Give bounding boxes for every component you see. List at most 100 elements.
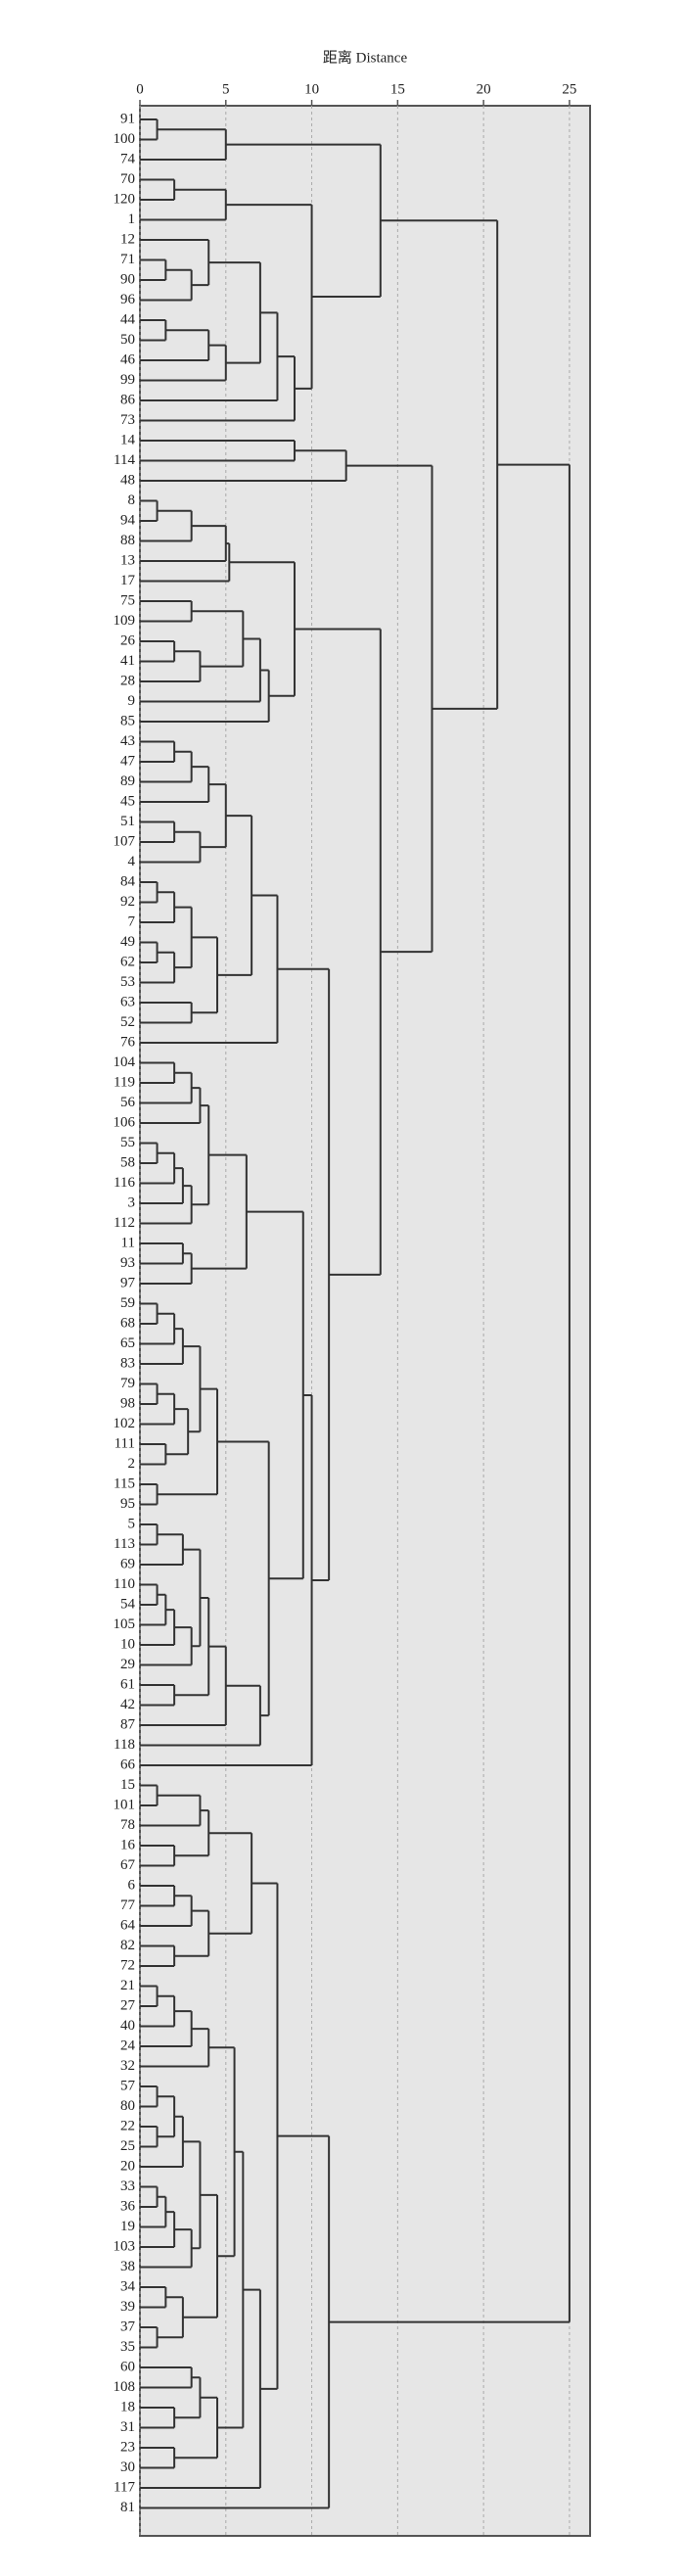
leaf-label: 106 bbox=[114, 1114, 136, 1130]
leaf-label: 103 bbox=[114, 2238, 136, 2254]
link bbox=[140, 344, 227, 382]
leaf-label: 78 bbox=[120, 1817, 135, 1833]
leaf-label: 3 bbox=[128, 1194, 136, 1210]
link bbox=[208, 1832, 253, 1935]
x-tick-label: 25 bbox=[562, 81, 576, 97]
link bbox=[140, 118, 159, 141]
leaf-label: 107 bbox=[114, 833, 136, 849]
leaf-label: 57 bbox=[120, 2078, 136, 2093]
leaf-label: 52 bbox=[120, 1014, 135, 1030]
link bbox=[182, 1345, 202, 1433]
link bbox=[157, 2296, 184, 2339]
leaf-label: 114 bbox=[114, 452, 135, 468]
link bbox=[140, 669, 270, 723]
leaf-label: 60 bbox=[120, 2359, 135, 2374]
leaf-label: 37 bbox=[120, 2318, 136, 2334]
link bbox=[140, 1583, 159, 1606]
leaf-label: 112 bbox=[114, 1215, 135, 1231]
leaf-label: 99 bbox=[120, 372, 135, 388]
leaf-label: 56 bbox=[120, 1095, 136, 1110]
leaf-label: 53 bbox=[120, 974, 135, 990]
leaf-label: 31 bbox=[120, 2419, 135, 2435]
leaf-label: 17 bbox=[120, 573, 136, 588]
leaf-label: 15 bbox=[120, 1777, 135, 1793]
leaf-label: 1 bbox=[128, 211, 136, 227]
leaf-label: 10 bbox=[120, 1636, 135, 1652]
leaf-label: 43 bbox=[120, 733, 135, 749]
leaf-label: 83 bbox=[120, 1355, 135, 1371]
leaf-label: 96 bbox=[120, 292, 136, 307]
leaf-label: 80 bbox=[120, 2098, 135, 2114]
leaf-label: 4 bbox=[128, 854, 136, 869]
leaf-label: 113 bbox=[114, 1536, 135, 1552]
leaf-label: 120 bbox=[114, 191, 136, 207]
leaf-label: 105 bbox=[114, 1616, 136, 1632]
leaf-label: 25 bbox=[120, 2138, 135, 2154]
link bbox=[140, 1523, 159, 1546]
leaf-label: 46 bbox=[120, 351, 136, 367]
leaf-label: 88 bbox=[120, 533, 135, 548]
leaf-label: 93 bbox=[120, 1255, 135, 1271]
leaf-label: 28 bbox=[120, 673, 135, 688]
leaf-label: 2 bbox=[128, 1456, 136, 1472]
leaf-label: 110 bbox=[114, 1576, 135, 1592]
leaf-label: 85 bbox=[120, 713, 135, 728]
leaf-label: 26 bbox=[120, 632, 136, 648]
leaf-label: 20 bbox=[120, 2158, 135, 2174]
leaf-label: 45 bbox=[120, 793, 135, 809]
leaf-label: 58 bbox=[120, 1154, 135, 1170]
leaf-label: 41 bbox=[120, 653, 135, 669]
leaf-label: 84 bbox=[120, 873, 136, 889]
link bbox=[174, 2376, 202, 2419]
leaf-label: 54 bbox=[120, 1596, 136, 1612]
link bbox=[200, 783, 227, 849]
leaf-label: 27 bbox=[120, 1997, 136, 2013]
link bbox=[140, 355, 297, 422]
link bbox=[140, 1382, 159, 1405]
leaf-label: 16 bbox=[120, 1837, 136, 1852]
leaf-label: 44 bbox=[120, 311, 136, 327]
link bbox=[140, 830, 202, 864]
link bbox=[329, 463, 571, 2323]
link bbox=[140, 1167, 184, 1204]
leaf-label: 8 bbox=[128, 492, 136, 508]
leaf-label: 115 bbox=[114, 1475, 135, 1491]
link bbox=[217, 1440, 270, 1717]
leaf-label: 69 bbox=[120, 1556, 135, 1571]
leaf-label: 5 bbox=[128, 1516, 136, 1531]
leaf-label: 75 bbox=[120, 592, 135, 608]
leaf-label: 104 bbox=[114, 1054, 136, 1070]
leaf-label: 40 bbox=[120, 2018, 135, 2034]
leaf-label: 101 bbox=[114, 1797, 136, 1812]
link bbox=[140, 941, 159, 963]
leaf-label: 29 bbox=[120, 1657, 135, 1672]
link bbox=[182, 2140, 202, 2250]
leaf-label: 30 bbox=[120, 2459, 135, 2475]
leaf-label: 50 bbox=[120, 332, 135, 348]
leaf-label: 23 bbox=[120, 2439, 135, 2455]
link bbox=[165, 1408, 190, 1456]
link bbox=[140, 128, 227, 161]
link bbox=[140, 1784, 159, 1806]
leaf-label: 24 bbox=[120, 2037, 136, 2053]
link bbox=[140, 1087, 202, 1124]
leaf-label: 81 bbox=[120, 2500, 135, 2515]
leaf-label: 18 bbox=[120, 2399, 135, 2414]
leaf-label: 42 bbox=[120, 1697, 135, 1712]
leaf-label: 39 bbox=[120, 2299, 135, 2315]
link bbox=[140, 1533, 184, 1566]
leaf-label: 68 bbox=[120, 1315, 135, 1331]
link bbox=[140, 650, 202, 682]
leaf-label: 11 bbox=[121, 1235, 135, 1250]
leaf-label: 108 bbox=[114, 2379, 136, 2395]
x-tick-label: 5 bbox=[222, 81, 230, 97]
leaf-label: 76 bbox=[120, 1034, 136, 1050]
leaf-label: 117 bbox=[114, 2479, 135, 2495]
leaf-label: 61 bbox=[120, 1676, 135, 1692]
link bbox=[140, 1794, 202, 1827]
x-tick-label: 10 bbox=[304, 81, 319, 97]
leaf-label: 92 bbox=[120, 894, 135, 910]
leaf-label: 63 bbox=[120, 994, 135, 1009]
leaf-label: 19 bbox=[120, 2219, 135, 2234]
leaf-label: 33 bbox=[120, 2178, 135, 2194]
